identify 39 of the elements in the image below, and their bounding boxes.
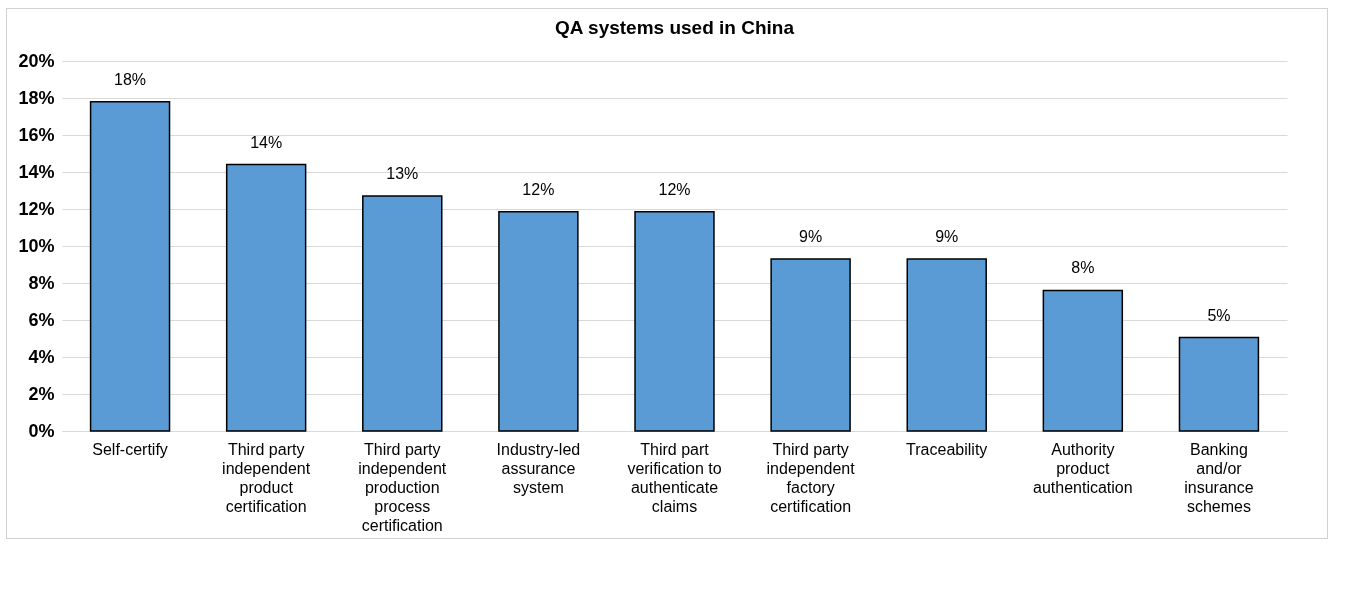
- x-tick-label: Industry-led assurance system: [496, 440, 581, 496]
- bar: [1042, 289, 1124, 432]
- data-label: 18%: [114, 70, 147, 88]
- data-label: 9%: [935, 227, 959, 245]
- y-tick-label: 2%: [28, 383, 55, 404]
- bar: [634, 211, 715, 432]
- x-tick-label: Third party independent production process certification: [358, 440, 447, 534]
- data-label: 13%: [386, 165, 419, 183]
- x-tick-label: Banking and/or insurance schemes: [1184, 440, 1254, 515]
- x-tick-label: Third party independent product certification: [222, 440, 311, 515]
- x-tick-label: Third part verification to authenticate claims: [627, 440, 722, 515]
- data-label: 5%: [1207, 306, 1231, 324]
- x-tick-label: Self-certify: [92, 440, 168, 458]
- bar: [225, 163, 307, 432]
- x-tick-label: Traceability: [906, 440, 988, 458]
- y-tick-label: 16%: [18, 124, 55, 145]
- x-tick-label: Third party independent factory certification: [766, 440, 856, 515]
- data-label: 14%: [250, 133, 283, 151]
- bar: [362, 195, 443, 432]
- y-tick-label: 6%: [28, 309, 55, 330]
- data-label: 8%: [1071, 259, 1095, 277]
- data-label: 12%: [522, 180, 555, 198]
- bar: [498, 211, 579, 432]
- y-tick-label: 4%: [28, 346, 55, 367]
- y-tick-label: 8%: [28, 272, 55, 293]
- y-tick-label: 10%: [18, 235, 55, 256]
- y-tick-label: 12%: [18, 198, 55, 219]
- bar: [770, 258, 851, 432]
- y-tick-label: 0%: [28, 420, 55, 441]
- data-label: 12%: [658, 180, 691, 198]
- chart-title: QA systems used in China: [555, 17, 795, 38]
- y-tick-label: 14%: [18, 161, 55, 182]
- data-label: 9%: [799, 227, 823, 245]
- y-tick-label: 18%: [18, 87, 55, 108]
- bar: [906, 258, 987, 432]
- bar: [89, 100, 171, 432]
- bar: [1178, 336, 1260, 432]
- x-tick-label: Authority product authentication: [1033, 440, 1133, 496]
- y-tick-label: 20%: [18, 50, 55, 71]
